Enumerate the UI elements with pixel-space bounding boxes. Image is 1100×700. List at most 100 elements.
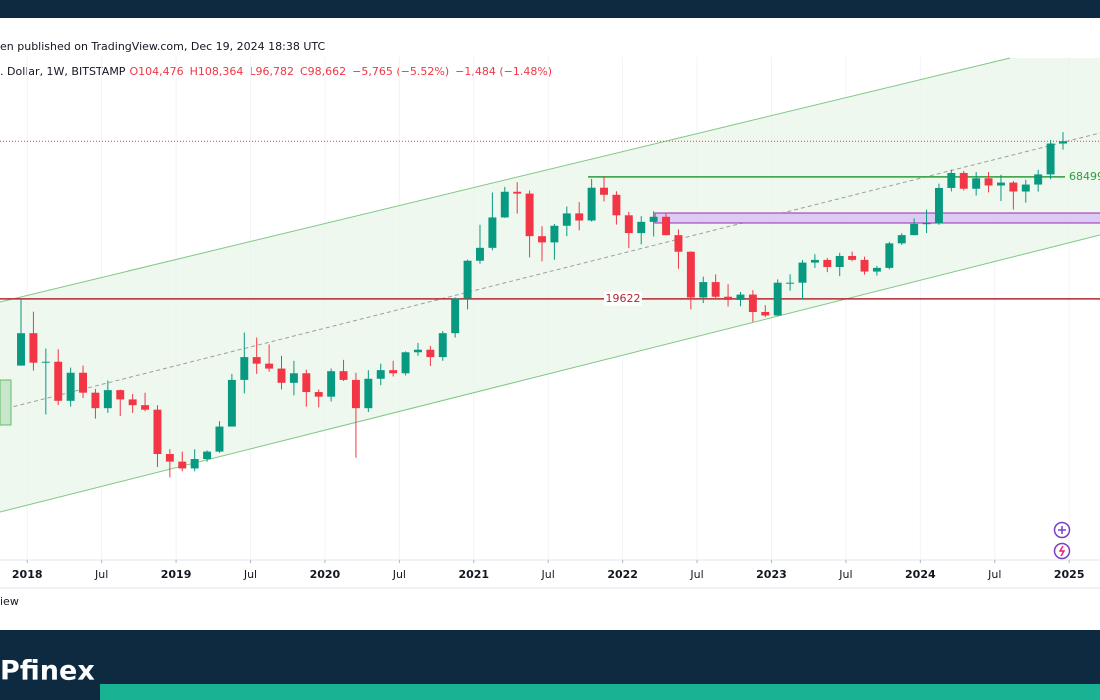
candle-body — [984, 178, 993, 186]
candle-body — [624, 215, 633, 234]
icon-button[interactable] — [1053, 521, 1071, 539]
symbol: . Dollar, 1W, BITSTAMP — [0, 65, 126, 78]
candle-body — [748, 294, 757, 312]
channel-upper — [0, 57, 1011, 303]
candle-body — [885, 243, 894, 268]
candle-body — [587, 187, 596, 221]
candle-body — [116, 390, 125, 400]
candle-body — [413, 349, 422, 353]
candle-body — [1046, 143, 1055, 175]
x-tick-label: Jul — [838, 568, 852, 581]
candle-body — [649, 216, 658, 222]
candle-body — [438, 333, 447, 358]
x-tick-label: Jul — [94, 568, 108, 581]
candle-body — [996, 182, 1005, 186]
candle-body — [835, 255, 844, 267]
legend-value: O104,476 — [129, 65, 183, 78]
candle-body — [426, 349, 435, 358]
candle-body — [959, 172, 968, 189]
candle-body — [265, 363, 274, 369]
candle-body — [376, 370, 385, 379]
x-tick-label: 2018 — [12, 568, 43, 581]
legend-value: H108,364 — [190, 65, 244, 78]
candle-body — [339, 371, 348, 380]
candle-body — [612, 194, 621, 216]
candle-body — [54, 361, 63, 401]
candle-body — [810, 259, 819, 263]
legend-value: −1,484 (−1.48%) — [455, 65, 552, 78]
candle-body — [128, 399, 137, 406]
level-label-bg — [604, 291, 642, 306]
x-tick-label: 2025 — [1054, 568, 1085, 581]
candle-body — [389, 370, 398, 374]
level-label: 19622 — [606, 292, 641, 305]
candle-body — [525, 193, 534, 237]
candle-body — [662, 216, 671, 236]
candle-body — [600, 187, 608, 195]
candle-body — [550, 225, 559, 243]
candle-body — [451, 298, 460, 334]
candle-body — [227, 379, 236, 427]
candle-body — [103, 390, 112, 409]
candle-body — [934, 187, 943, 224]
candle-body — [190, 459, 199, 469]
candle-body — [1059, 141, 1067, 144]
x-tick-label: 2021 — [458, 568, 489, 581]
legend-value: L96,782 — [249, 65, 294, 78]
candle-body — [575, 213, 584, 221]
candle-body — [848, 255, 857, 260]
candle-body — [476, 247, 484, 261]
x-tick-label: Jul — [392, 568, 406, 581]
x-tick-label: 2024 — [905, 568, 936, 581]
candle-body — [165, 454, 174, 462]
candle-body — [1034, 174, 1043, 185]
candle-body — [327, 371, 336, 397]
candle-body — [289, 373, 298, 383]
candle-body — [922, 223, 931, 225]
candle-body — [860, 259, 869, 272]
candle-body — [699, 282, 708, 298]
candle-body — [240, 357, 249, 380]
candle-body — [153, 409, 162, 455]
zone-rect — [654, 212, 1100, 224]
candle-body — [29, 333, 38, 363]
candle-body — [17, 333, 25, 366]
candle-body — [401, 352, 410, 374]
candle-body — [215, 426, 224, 452]
candle-body — [761, 311, 770, 316]
top-bar — [0, 0, 1100, 18]
candle-body — [351, 379, 360, 409]
candle-body — [463, 260, 472, 299]
candle-body — [141, 405, 150, 410]
x-tick-label: Jul — [987, 568, 1001, 581]
candle-body — [364, 378, 373, 409]
candle-body — [736, 294, 745, 300]
x-tick-label: 2019 — [161, 568, 192, 581]
x-tick-label: 2022 — [607, 568, 638, 581]
candle-body — [897, 235, 906, 244]
candle-body — [724, 296, 733, 300]
level-label: 68499 — [1069, 170, 1100, 183]
x-tick-label: Jul — [689, 568, 703, 581]
candle-body — [1009, 182, 1018, 192]
candle-body — [947, 172, 956, 188]
x-tick-label: 2023 — [756, 568, 787, 581]
candle-body — [798, 262, 807, 283]
candle-body — [79, 372, 88, 393]
symbol-legend: . Dollar, 1W, BITSTAMP O104,476 H108,364 L… — [0, 65, 552, 78]
candle-body — [637, 221, 646, 234]
plot-area: 19622 68499 — [0, 57, 1100, 560]
candle-body — [538, 236, 546, 243]
candle-body — [562, 213, 571, 226]
candle-body — [91, 392, 100, 409]
candle-body — [302, 373, 311, 393]
legend-value: −5,765 (−5.52%) — [352, 65, 449, 78]
candle-body — [513, 191, 522, 194]
candle-body — [203, 451, 212, 460]
icon-button[interactable] — [1053, 542, 1071, 560]
candle-body — [277, 368, 286, 383]
candle-body — [178, 461, 187, 469]
brand-logo: Pfinex — [0, 656, 95, 687]
candle-body — [66, 372, 75, 401]
